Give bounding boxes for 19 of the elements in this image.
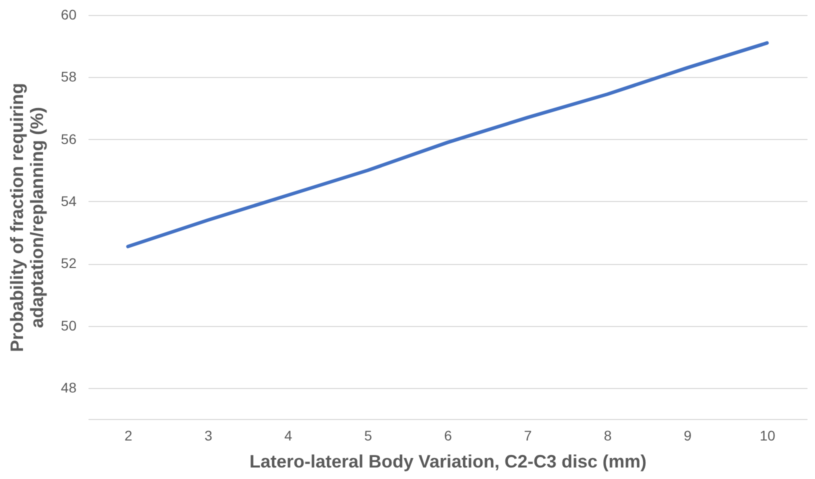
- y-tick-label: 58: [60, 68, 77, 85]
- y-tick-label: 50: [60, 317, 77, 334]
- y-tick-label: 48: [60, 379, 77, 396]
- x-tick-label: 5: [364, 428, 372, 444]
- x-tick-label: 10: [760, 428, 776, 444]
- x-tick-label: 6: [444, 428, 452, 444]
- x-axis-title: Latero-lateral Body Variation, C2-C3 disc (mm): [249, 452, 647, 472]
- x-tick-label: 2: [124, 428, 133, 444]
- x-tick-label: 3: [204, 428, 212, 444]
- y-tick-label: 52: [60, 255, 77, 272]
- y-axis-title: Probability of fraction requiring adaptation/replanning (%): [6, 82, 47, 352]
- y-tick-label: 60: [60, 6, 77, 22]
- y-tick-label: 54: [60, 192, 77, 209]
- x-tick-label: 8: [604, 428, 612, 444]
- x-tick-label: 7: [524, 428, 532, 444]
- x-tick-label: 4: [284, 428, 292, 444]
- y-tick-label: 56: [60, 130, 77, 147]
- x-tick-label: 9: [684, 428, 692, 444]
- line-series: [126, 41, 769, 248]
